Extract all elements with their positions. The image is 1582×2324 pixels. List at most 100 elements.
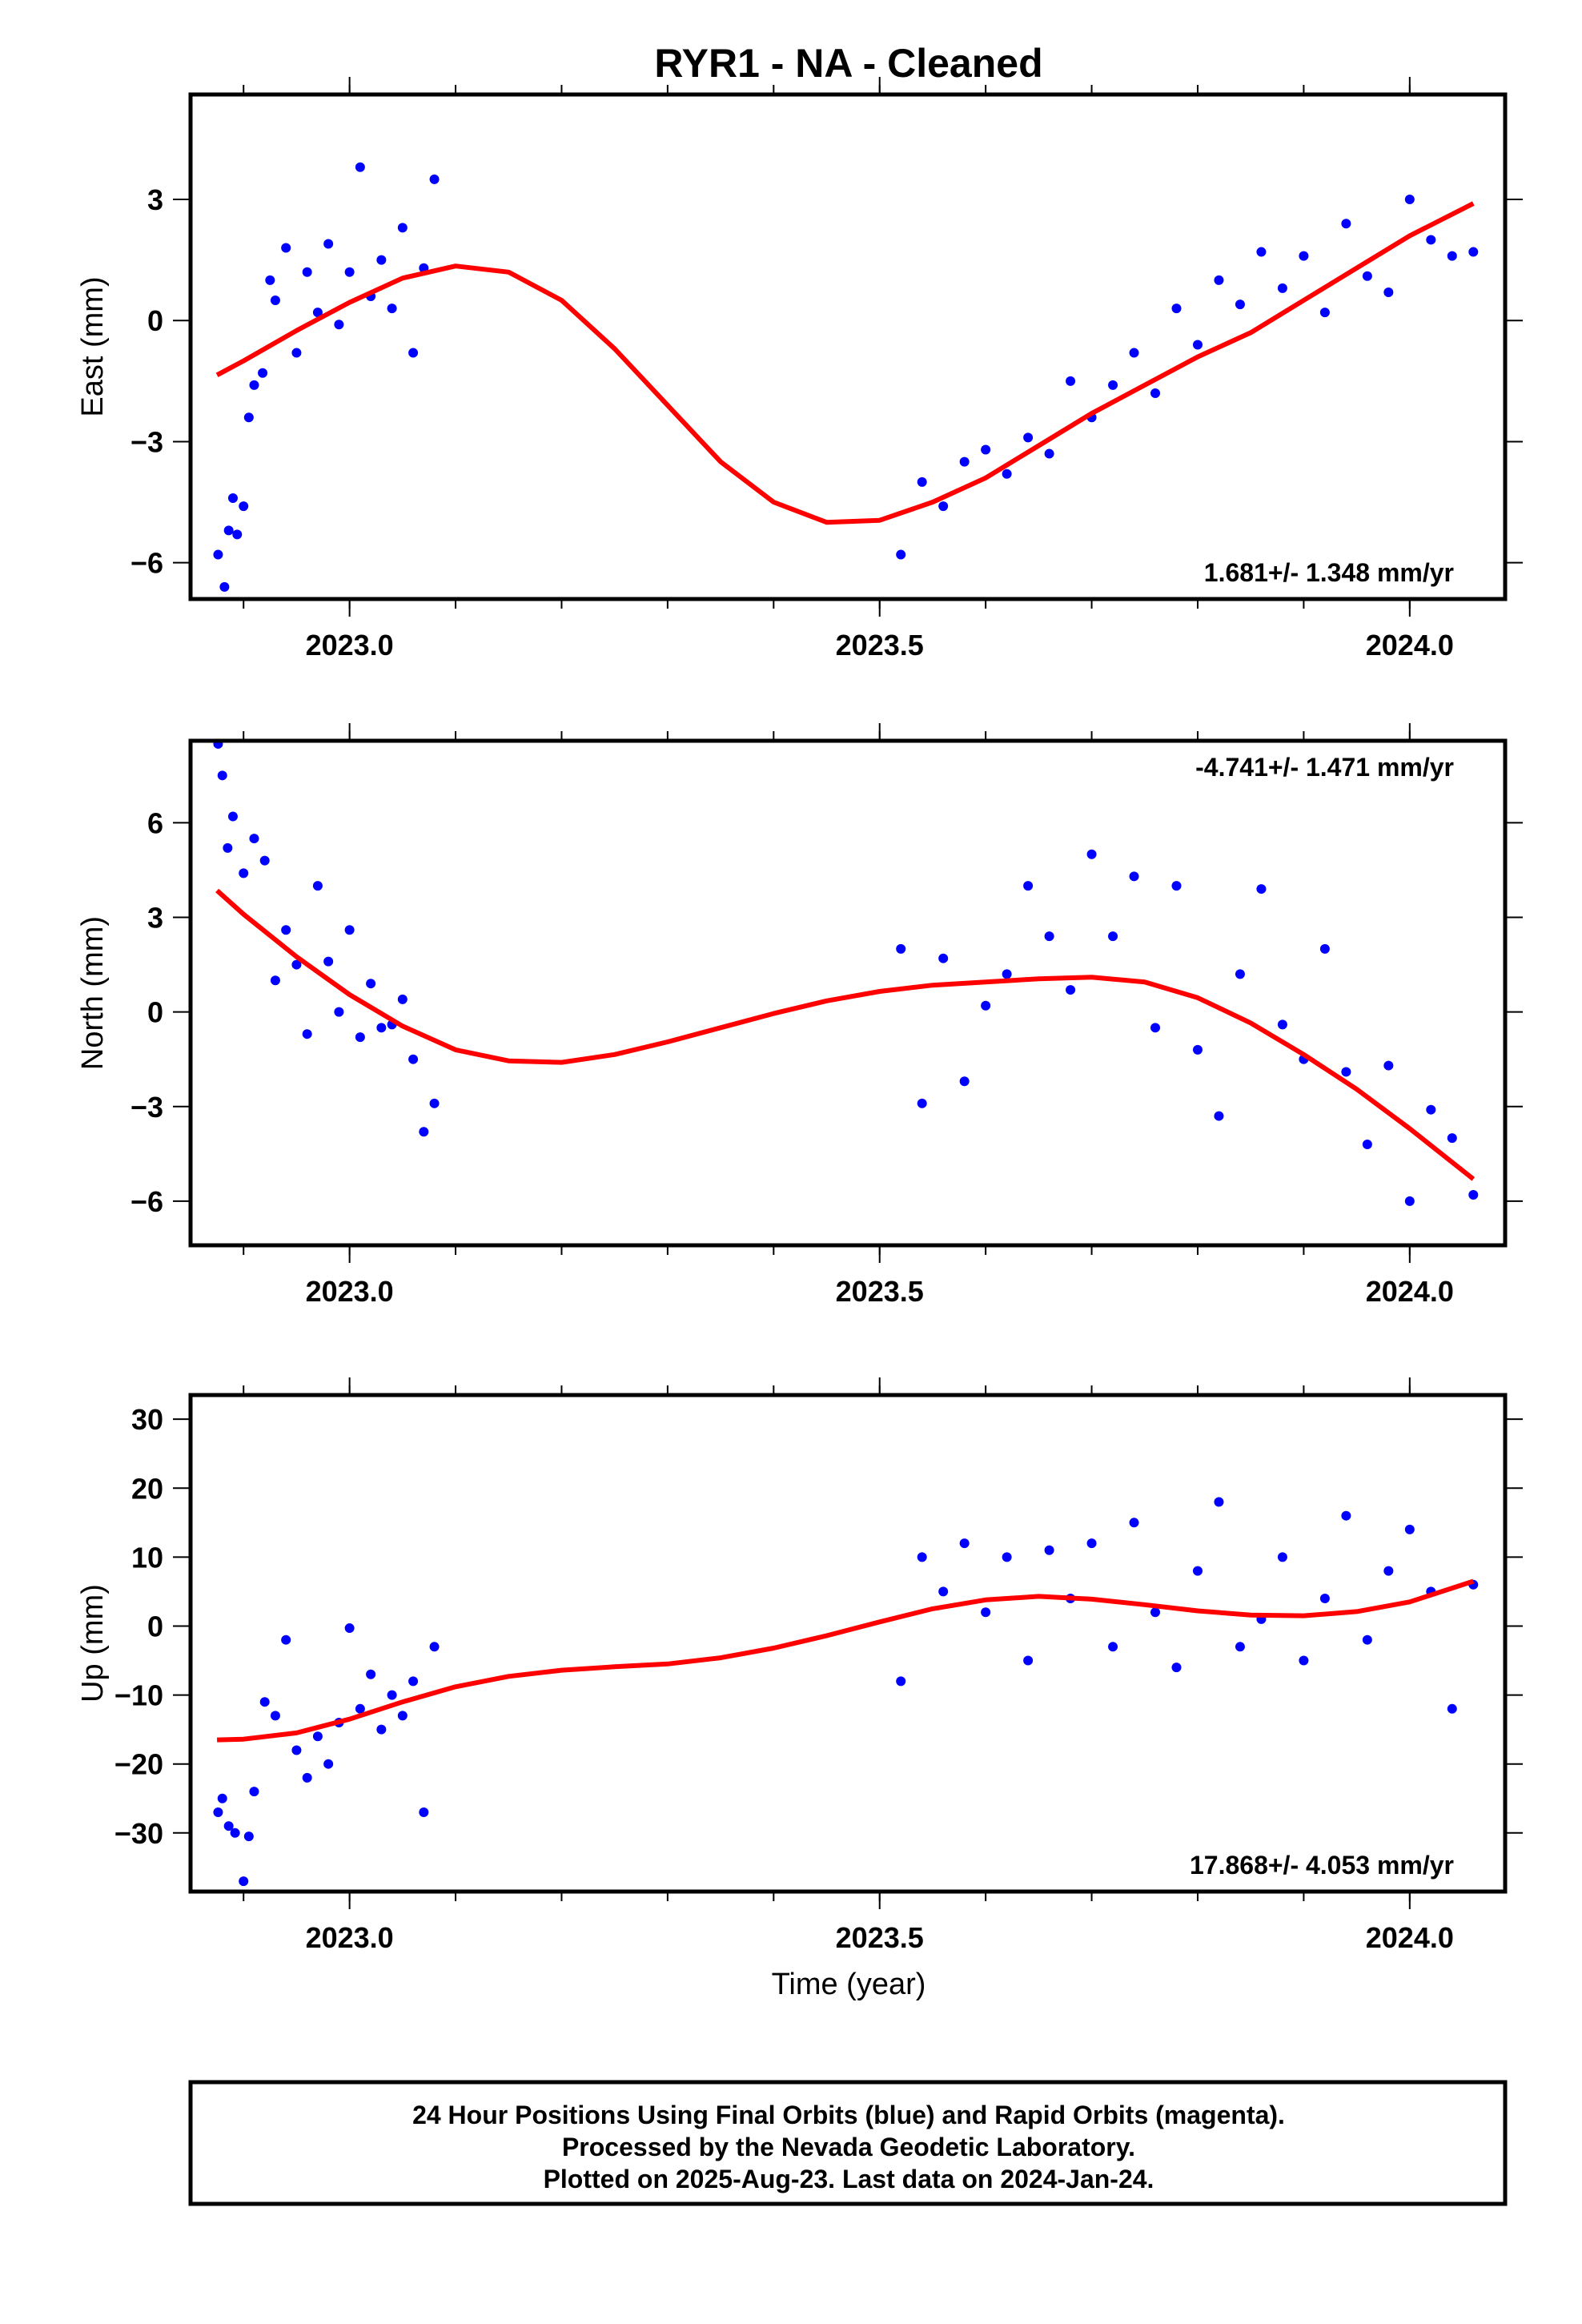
data-point [1108, 931, 1118, 942]
data-point [1129, 1518, 1139, 1528]
data-point [270, 1711, 280, 1721]
data-point [1023, 1655, 1034, 1666]
data-point [1447, 1703, 1457, 1714]
data-point [397, 223, 408, 233]
y-tick-label: 0 [147, 996, 163, 1029]
data-point [1192, 1566, 1203, 1576]
data-point [302, 1772, 312, 1783]
data-point [1362, 1634, 1372, 1645]
data-point [376, 1023, 387, 1033]
data-point [1383, 287, 1394, 297]
data-point [419, 1127, 429, 1137]
x-tick-label: 2023.0 [306, 1275, 394, 1308]
x-tick-label: 2023.5 [836, 629, 924, 661]
up-panel: 2023.0 2023.5 2024.0 −30 −20 −10 0 10 20 30 17.868… [76, 1377, 1523, 1954]
model-curve [215, 201, 1475, 525]
data-point [981, 444, 991, 455]
data-point [259, 1697, 270, 1707]
velocity-label: 17.868+/- 4.053 mm/yr [1190, 1851, 1454, 1880]
data-point [270, 975, 280, 986]
data-point [219, 581, 230, 592]
data-point [397, 994, 408, 1004]
data-point [1086, 849, 1097, 859]
data-point [355, 162, 365, 172]
data-point [1066, 376, 1076, 386]
data-point [1341, 219, 1351, 229]
data-point [323, 956, 334, 967]
data-point [258, 368, 268, 378]
plot-frame [188, 1393, 1508, 1894]
data-point [223, 1821, 234, 1831]
data-point [1044, 931, 1054, 942]
data-point [938, 501, 949, 512]
data-point [259, 855, 270, 866]
footer-line-1: 24 Hour Positions Using Final Orbits (bl… [412, 2101, 1285, 2129]
model-curve [215, 888, 1476, 1181]
y-tick-label: −6 [130, 1185, 163, 1218]
data-point [959, 1076, 970, 1087]
east-panel: 2023.0 2023.5 2024.0 −6 −3 0 3 1.681+/- 1.348 m… [76, 77, 1523, 661]
data-point [376, 255, 387, 265]
data-point [1214, 1111, 1224, 1121]
data-point [230, 1827, 240, 1838]
data-point [281, 925, 291, 935]
x-tick-label: 2023.0 [306, 629, 394, 661]
data-point [1426, 1104, 1436, 1115]
data-point [429, 174, 440, 184]
data-point [249, 380, 259, 390]
data-point [1383, 1060, 1394, 1071]
data-point [1108, 380, 1118, 390]
data-point [1404, 1524, 1415, 1534]
data-point [1129, 871, 1139, 882]
data-point [1171, 304, 1182, 314]
data-point [302, 1029, 312, 1039]
data-point [1023, 432, 1034, 443]
data-point [387, 1690, 397, 1700]
data-point [1150, 1607, 1161, 1618]
y-tick-label: 30 [131, 1403, 163, 1436]
data-point [959, 1538, 970, 1549]
chart-title: RYR1 - NA - Cleaned [654, 41, 1042, 86]
data-point [981, 1607, 991, 1618]
data-point [1299, 251, 1309, 261]
data-point [312, 308, 323, 318]
y-tick-label: 20 [131, 1472, 163, 1505]
y-tick-label: −10 [114, 1679, 163, 1712]
data-point [1066, 985, 1076, 995]
y-tick-label: 10 [131, 1541, 163, 1574]
data-point [1256, 247, 1267, 257]
data-point [1447, 1133, 1457, 1144]
data-point [334, 320, 344, 330]
data-point [1023, 881, 1034, 891]
data-point [1214, 1497, 1224, 1507]
data-point [323, 1759, 334, 1769]
data-point [344, 925, 355, 935]
y-tick-label: −20 [114, 1748, 163, 1781]
data-point [1192, 340, 1203, 350]
data-point [1426, 235, 1436, 245]
data-point [227, 811, 238, 822]
y-tick-label: 6 [147, 806, 163, 839]
data-point [312, 881, 323, 891]
x-tick-label: 2024.0 [1366, 629, 1454, 661]
data-point [938, 1586, 949, 1597]
data-point [312, 1731, 323, 1742]
data-point [223, 525, 234, 536]
footer-line-2: Processed by the Nevada Geodetic Laborat… [562, 2133, 1135, 2161]
data-point [1319, 943, 1330, 954]
data-point [366, 979, 376, 989]
data-point [1277, 1019, 1287, 1030]
data-point [291, 1745, 302, 1755]
data-point [1002, 468, 1012, 479]
data-point [896, 549, 906, 560]
data-point [302, 267, 312, 277]
data-point [896, 1676, 906, 1687]
y-axis-label: North (mm) [76, 916, 110, 1070]
data-point [1404, 1196, 1415, 1206]
north-panel: 2023.0 2023.5 2024.0 −6 −3 0 3 6 -4.741+/- 1.471… [76, 723, 1523, 1308]
x-tick-label: 2023.5 [836, 1921, 924, 1954]
data-point [227, 493, 238, 503]
data-point [1319, 308, 1330, 318]
y-tick-label: −6 [130, 547, 163, 580]
